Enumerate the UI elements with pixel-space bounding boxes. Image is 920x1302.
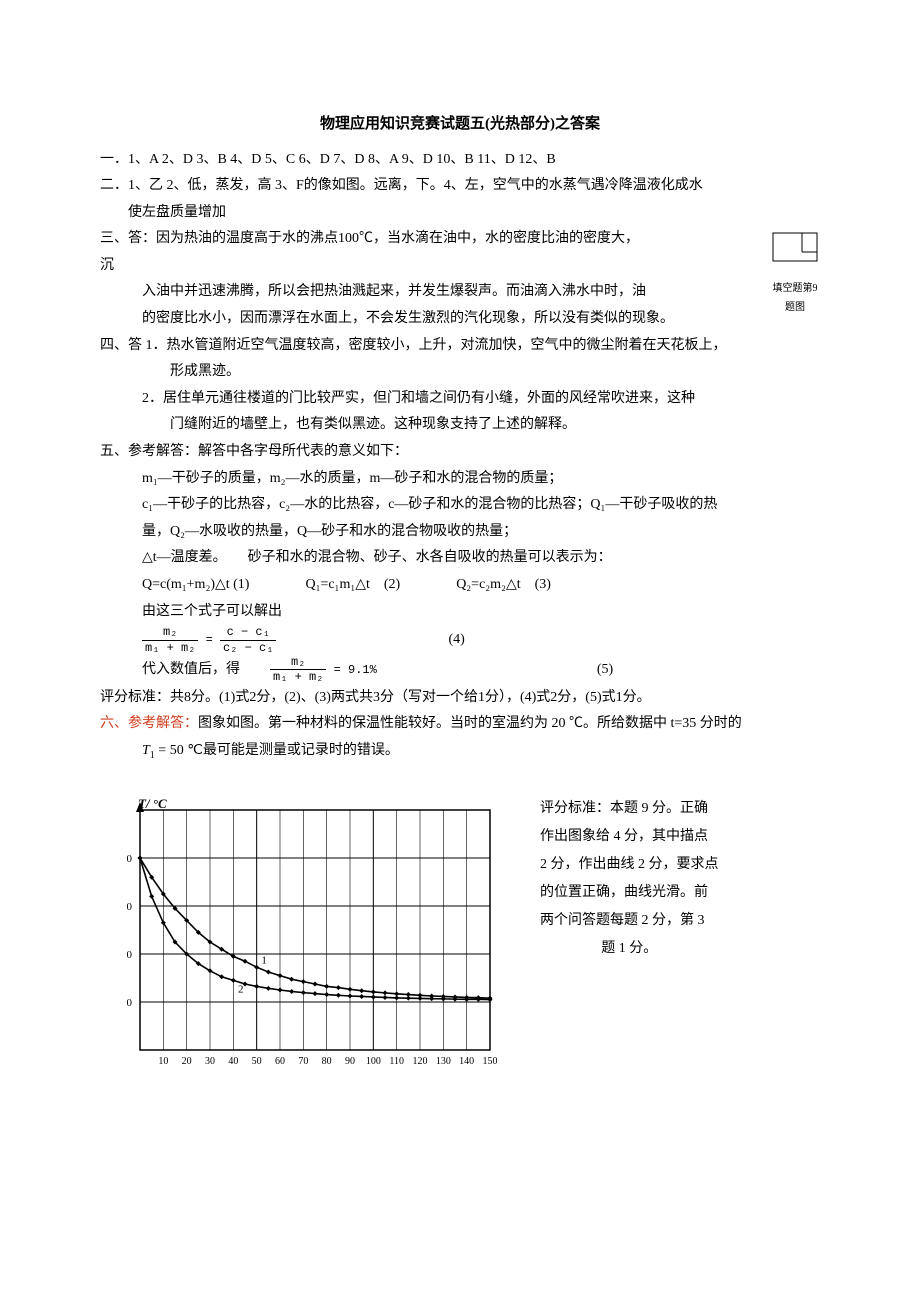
svg-text:10: 10 (158, 1056, 168, 1067)
section2-line1: 二．1、乙 2、低，蒸发，高 3、F的像如图。远离，下。4、左，空气中的水蒸气遇… (100, 173, 820, 200)
section3-line1b: 沉 (100, 253, 820, 280)
svg-text:1: 1 (261, 954, 267, 966)
svg-text:60: 60 (275, 1056, 285, 1067)
fill-blank-q9-figure: 填空题第9题图 (770, 232, 820, 317)
svg-text:70: 70 (298, 1056, 308, 1067)
section1-answers: 一．1、A 2、D 3、B 4、D 5、C 6、D 7、D 8、A 9、D 10… (100, 147, 820, 174)
svg-text:150: 150 (483, 1056, 498, 1067)
section5-derive: 由这三个式子可以解出 (100, 599, 820, 626)
section6-line1: 六、参考解答：图象如图。第一种材料的保温性能较好。当时的室温约为 20 ℃。所给… (100, 711, 820, 738)
equation4-row: m₂m₁ + m₂ = c − c₁c₂ − c₁ (4) (100, 625, 820, 655)
section5-eq123: Q=c(m₁+m₂)△t (1) Q₁=c₁m₁△t (2) Q₂=c₂m₂△t… (100, 572, 820, 599)
svg-text:110: 110 (389, 1056, 404, 1067)
equation5-label: (5) (597, 657, 613, 684)
section5-defs4: △t—温度差。 砂子和水的混合物、砂子、水各自吸收的热量可以表示为： (100, 545, 820, 572)
svg-text:80: 80 (322, 1056, 332, 1067)
equation4-label: (4) (448, 627, 464, 654)
section4-line4: 门缝附近的墙壁上，也有类似黑迹。这种现象支持了上述的解释。 (100, 412, 820, 439)
section4-line1: 四、答 1．热水管道附近空气温度较高，密度较小，上升，对流加快，空气中的微尘附着… (100, 333, 820, 360)
svg-text:90: 90 (345, 1056, 355, 1067)
section5-defs2: c₁—干砂子的比热容，c₂—水的比热容，c—砂子和水的混合物的比热容；Q₁—干砂… (100, 492, 820, 519)
section3-line1: 三、答：因为热油的温度高于水的沸点100℃，当水滴在油中，水的密度比油的密度大， (100, 226, 820, 253)
svg-text:50: 50 (252, 1056, 262, 1067)
section5-substitute-row: 代入数值后，得 m₂m₁ + m₂ = 9.1% (5) (100, 655, 820, 685)
svg-text:30: 30 (205, 1056, 215, 1067)
section5-defs1: m₁—干砂子的质量，m₂—水的质量，m—砂子和水的混合物的质量； (100, 466, 820, 493)
svg-text:0: 0 (127, 853, 133, 865)
svg-text:140: 140 (459, 1056, 474, 1067)
chart-grading-text: 评分标准：本题 9 分。正确 作出图象给 4 分，其中描点 2 分，作出曲线 2… (540, 795, 719, 963)
section4-line3: 2．居住单元通往楼道的门比较严实，但门和墙之间仍有小缝，外面的风经常吹进来，这种 (100, 386, 820, 413)
svg-text:0: 0 (127, 901, 133, 913)
svg-text:0: 0 (127, 997, 133, 1009)
section3-line3: 的密度比水小，因而漂浮在水面上，不会发生激烈的汽化现象，所以没有类似的现象。 (100, 306, 820, 333)
svg-text:100: 100 (366, 1056, 381, 1067)
section2-line2: 使左盘质量增加 (100, 200, 820, 227)
section5-intro: 五、参考解答：解答中各字母所代表的意义如下： (100, 439, 820, 466)
page-title: 物理应用知识竞赛试题五(光热部分)之答案 (100, 110, 820, 139)
section3-line2: 入油中并迅速沸腾，所以会把热油溅起来，并发生爆裂声。而油滴入沸水中时，油 (100, 279, 820, 306)
svg-text:0: 0 (127, 949, 133, 961)
section5-defs3: 量，Q₂—水吸收的热量，Q—砂子和水的混合物吸收的热量； (100, 519, 820, 546)
svg-text:120: 120 (413, 1056, 428, 1067)
svg-text:40: 40 (228, 1056, 238, 1067)
svg-text:20: 20 (182, 1056, 192, 1067)
section6-line2: T1 = 50 ℃最可能是测量或记录时的错误。 (100, 738, 820, 765)
cooling-curve-chart: T/ °C00001020304050607080901001101201301… (100, 795, 510, 1085)
svg-text:130: 130 (436, 1056, 451, 1067)
section5-grading: 评分标准：共8分。(1)式2分，(2)、(3)两式共3分（写对一个给1分），(4… (100, 685, 820, 712)
svg-text:2: 2 (238, 983, 244, 995)
section4-line2: 形成黑迹。 (100, 359, 820, 386)
